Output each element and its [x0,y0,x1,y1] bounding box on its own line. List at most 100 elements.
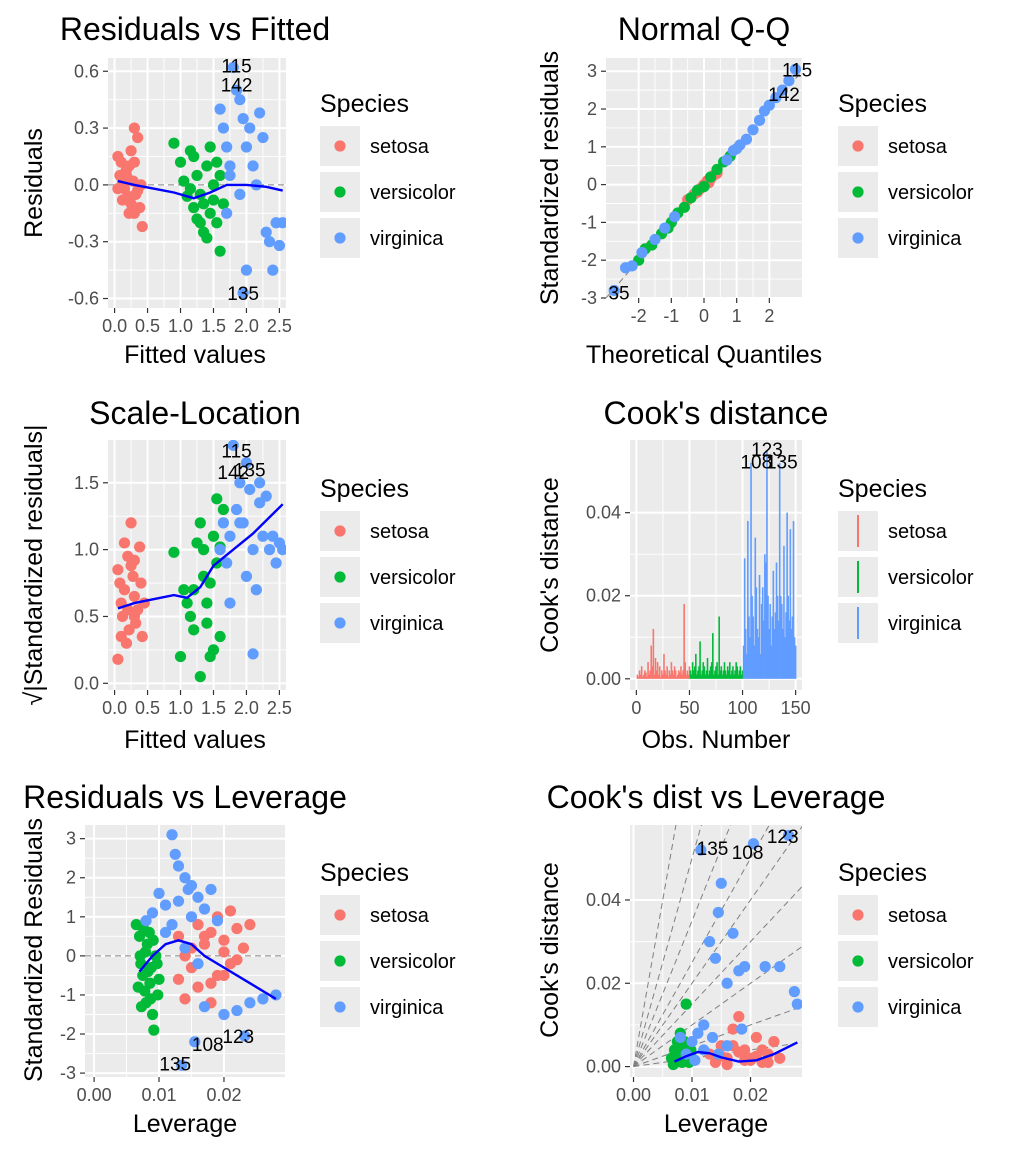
point-virginica [166,829,178,841]
y-tick-label: 0.00 [586,1057,621,1077]
x-tick-label: 150 [781,698,811,718]
point-virginica [715,877,727,889]
series-versicolor [168,137,229,257]
legend-key-virginica [334,232,346,244]
cook-contour-line [633,825,731,1067]
point-label: 108 [192,1035,224,1056]
legend-key-setosa [852,909,864,921]
point-setosa [115,630,127,643]
legend-key-virginica [852,1001,864,1013]
point-virginica [659,222,671,234]
chart-title: Scale-Location [89,395,301,431]
x-tick-label: -2 [631,306,647,326]
point-setosa [136,220,148,233]
point-virginica [759,961,771,973]
x-tick-label: 0.02 [206,1085,241,1105]
point-virginica [247,160,259,172]
point-virginica [789,63,802,75]
point-label: 135 [227,284,259,305]
point-setosa [179,950,191,962]
legend-label-virginica: virginica [370,997,444,1019]
point-setosa [132,131,144,144]
point-virginica [221,557,233,569]
legend-key-setosa [852,140,864,152]
legend-label-virginica: virginica [888,228,962,250]
point-setosa [218,969,230,982]
point-versicolor [201,232,213,244]
legend: Species setosa versicolor virginica [838,859,974,1027]
point-versicolor [678,201,691,213]
point-label: 108 [732,843,764,864]
point-setosa [125,517,137,529]
point-virginica [698,1019,710,1031]
point-virginica [277,544,286,556]
y-tick-label: -3 [60,1063,76,1083]
point-virginica [227,440,239,451]
plot-area [108,58,286,308]
legend-key-virginica [334,1001,346,1013]
legend-key-versicolor [334,186,346,198]
x-tick-label: 0.0 [102,698,127,718]
y-tick-label: 0.0 [74,175,99,195]
smooth-curve [673,1041,798,1063]
x-axis-label: Leverage [133,1110,237,1138]
point-versicolor [211,217,223,229]
y-tick-label: -3 [581,288,597,308]
point-setosa [172,930,185,942]
y-tick-label: 1 [66,907,76,927]
series-virginica [214,440,286,660]
legend-label-virginica: virginica [370,613,444,635]
point-setosa [128,610,140,623]
y-tick-label: -2 [60,1024,76,1044]
point-versicolor [153,973,165,985]
point-virginica [686,1035,698,1048]
legend: Species setosa versicolor virginica [320,859,456,1027]
legend-key-versicolor [852,186,864,198]
point-virginica [740,133,753,145]
point-virginica [260,226,272,238]
point-setosa [774,1052,786,1064]
point-versicolor [147,934,159,946]
point-setosa [123,207,135,219]
point-virginica [770,92,782,104]
point-setosa [134,202,146,214]
point-virginica [709,952,722,964]
legend-label-setosa: setosa [370,136,430,158]
point-virginica [753,114,766,126]
y-tick-label: 0 [66,946,76,966]
y-tick-label: 2 [587,99,597,119]
x-tick-label: 0.5 [135,316,160,336]
y-tick-label: -0.3 [68,232,99,252]
point-label: 135 [159,1054,191,1075]
point-versicolor [711,163,723,176]
point-setosa [125,198,137,210]
plot-area [85,825,285,1077]
x-axis-label: Fitted values [124,341,266,369]
y-tick-label: 0.0 [74,673,99,693]
point-versicolor [211,493,223,505]
point-virginica [217,122,229,134]
point-virginica [788,986,800,998]
point-virginica [669,211,681,223]
legend-label-virginica: virginica [888,997,962,1019]
x-tick-label: 50 [679,698,699,718]
point-setosa [192,981,204,993]
point-virginica [172,860,185,872]
point-versicolor [132,981,144,993]
y-axis-label: √|Standardized residuals| [20,424,48,705]
point-versicolor [214,245,226,257]
point-versicolor [201,617,213,629]
x-axis-label: Fitted values [124,726,266,754]
y-tick-label: 2 [66,868,76,888]
point-virginica [234,517,246,529]
point-versicolor [680,998,692,1010]
point-versicolor [204,577,216,589]
point-setosa [118,584,131,596]
point-versicolor [146,1008,159,1021]
point-virginica [703,936,716,948]
legend-label-versicolor: versicolor [370,567,456,589]
plot-area [606,58,802,298]
point-versicolor [698,180,710,193]
series-virginica [742,450,797,679]
